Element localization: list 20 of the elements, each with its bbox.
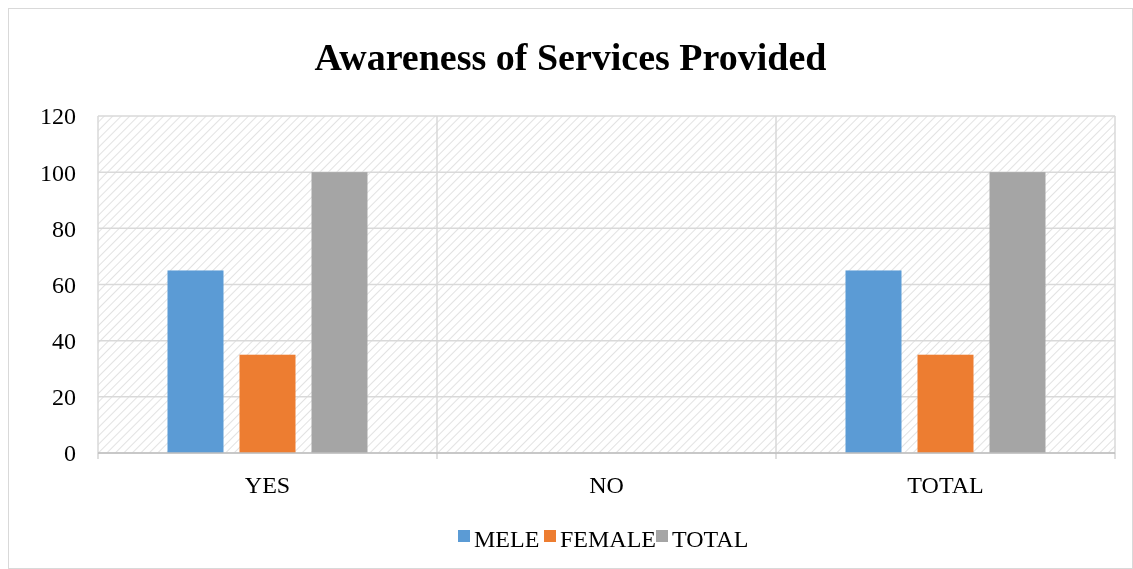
bar (239, 354, 296, 453)
y-tick-label: 0 (64, 440, 76, 467)
y-tick-label: 40 (52, 328, 76, 355)
bar (989, 172, 1046, 453)
bar (311, 172, 368, 453)
y-tick-label: 60 (52, 271, 76, 298)
x-tick-label: YES (244, 472, 291, 498)
legend-label: MELE (474, 526, 540, 553)
legend-label: TOTAL (672, 526, 749, 553)
legend-label: FEMALE (560, 526, 656, 553)
x-tick-label: NO (589, 472, 624, 498)
bar (845, 270, 902, 453)
y-tick-label: 120 (40, 103, 76, 130)
bar (917, 354, 974, 453)
y-tick-label: 100 (40, 159, 76, 186)
chart-title: Awareness of Services Provided (314, 36, 827, 78)
y-tick-label: 80 (52, 215, 76, 242)
y-tick-label: 20 (52, 384, 76, 411)
x-tick-label: TOTAL (907, 472, 984, 498)
bar (167, 270, 224, 453)
